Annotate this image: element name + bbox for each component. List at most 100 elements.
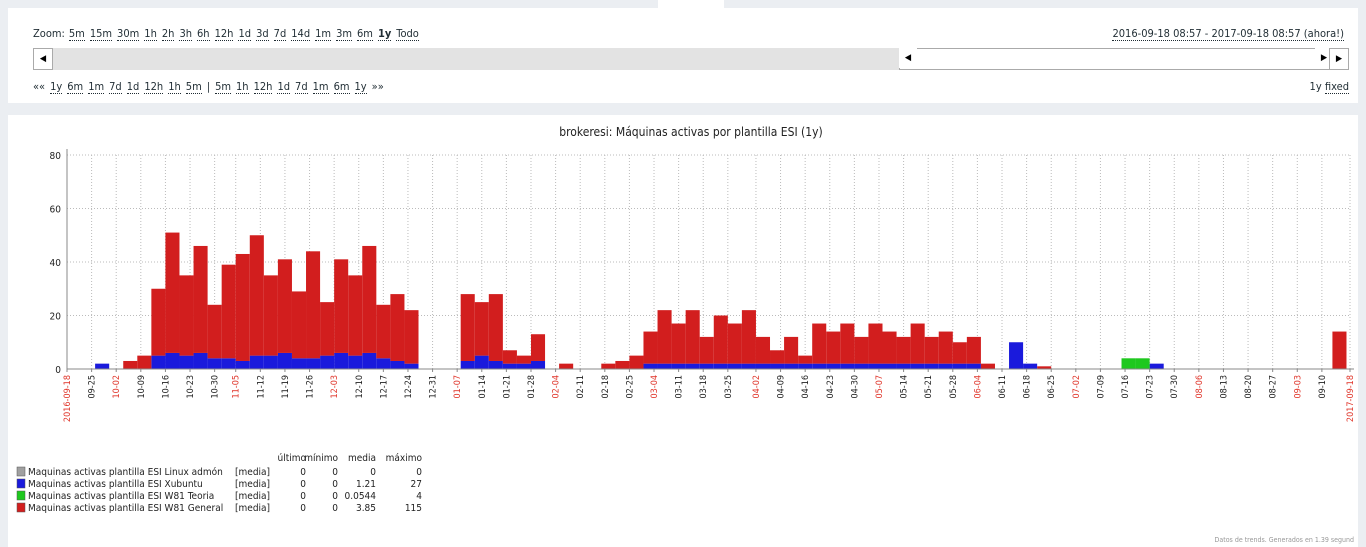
x-tick-label: 03-04 xyxy=(650,375,660,399)
bar-segment xyxy=(924,336,939,364)
legend-header: media xyxy=(348,453,376,464)
bar-segment xyxy=(826,363,841,369)
x-tick-label: 2016-09-18 xyxy=(63,375,73,422)
legend-stat: 115 xyxy=(405,503,422,514)
x-tick-label: 07-16 xyxy=(1121,375,1131,399)
zoom-link[interactable]: 3d xyxy=(256,27,269,41)
bar-segment xyxy=(643,363,658,369)
zoom-link[interactable]: 6h xyxy=(197,27,210,41)
zoom-link[interactable]: 6m xyxy=(357,27,373,41)
nav-link[interactable]: 5m xyxy=(215,80,231,94)
bar-segment xyxy=(221,358,236,369)
x-tick-label: 02-04 xyxy=(552,375,562,399)
nav-link[interactable]: 1m xyxy=(312,80,329,94)
bar-segment xyxy=(460,360,475,369)
nav-link[interactable]: 6m xyxy=(333,80,350,94)
nav-link[interactable]: 12h xyxy=(144,80,164,94)
zoom-link[interactable]: 15m xyxy=(89,27,113,41)
period[interactable]: 2016-09-18 08:57 - 2017-09-18 08:57 (aho… xyxy=(1112,27,1349,41)
x-tick-label: 07-23 xyxy=(1146,375,1156,399)
x-tick-label: 01-14 xyxy=(478,375,488,399)
x-tick-label: 12-03 xyxy=(330,375,340,399)
zoom-link[interactable]: 30m xyxy=(117,27,140,41)
zoom-link[interactable]: 1m xyxy=(315,27,332,41)
legend-stat: 0 xyxy=(332,491,338,502)
bar-segment xyxy=(348,275,363,356)
x-tick-label: 08-06 xyxy=(1195,375,1205,399)
bar-segment xyxy=(235,253,250,361)
bar-segment xyxy=(727,363,742,369)
x-tick-label: 11-12 xyxy=(256,375,266,399)
x-tick-label: 08-13 xyxy=(1219,375,1229,399)
x-tick-label: 07-09 xyxy=(1096,375,1106,399)
scroll-thumb[interactable]: ◀ ▶ xyxy=(899,48,1333,70)
bar-segment xyxy=(966,336,981,364)
zoom-link[interactable]: 1y xyxy=(377,27,392,41)
bar-segment xyxy=(502,363,517,369)
nav-link[interactable]: 1d xyxy=(277,80,291,94)
nav-link[interactable]: 1h xyxy=(168,80,181,94)
zoom-link[interactable]: 1d xyxy=(238,27,252,41)
bar-segment xyxy=(812,363,827,369)
bar-segment xyxy=(263,275,278,356)
bar-segment xyxy=(165,232,180,353)
thumb-left[interactable]: ◀ xyxy=(899,48,917,68)
x-tick-label: 06-04 xyxy=(973,375,983,399)
x-tick-label: 05-28 xyxy=(949,375,959,399)
zoom-link[interactable]: 1h xyxy=(144,27,157,41)
bar-segment xyxy=(629,355,644,369)
zoom-link[interactable]: 14d xyxy=(291,27,311,41)
period-text[interactable]: 2016-09-18 08:57 - 2017-09-18 08:57 (aho… xyxy=(1112,27,1344,41)
fixed-toggle[interactable]: fixed xyxy=(1324,80,1349,94)
bar-segment xyxy=(249,355,264,369)
x-tick-label: 04-23 xyxy=(826,375,836,399)
bar-segment xyxy=(854,363,869,369)
x-tick-label: 06-18 xyxy=(1023,375,1033,399)
bar-segment xyxy=(348,355,363,369)
nav-fwd[interactable]: »» xyxy=(371,80,384,93)
scroll-left[interactable]: ◀ xyxy=(33,48,53,70)
bar-segment xyxy=(924,363,939,369)
nav-link[interactable]: 1h xyxy=(236,80,249,94)
x-tick-label: 11-26 xyxy=(306,375,316,399)
bar-segment xyxy=(306,358,321,369)
x-tick-label: 01-21 xyxy=(502,375,512,399)
nav-link[interactable]: 7d xyxy=(109,80,122,94)
zoom-link[interactable]: Todo xyxy=(396,27,419,41)
x-tick-label: 08-27 xyxy=(1269,375,1279,399)
bar-segment xyxy=(263,355,278,369)
nav-link[interactable]: 6m xyxy=(67,80,84,94)
x-tick-label: 04-30 xyxy=(850,375,860,399)
x-tick-label: 04-16 xyxy=(801,375,811,399)
bar-segment xyxy=(1009,342,1024,369)
nav-link[interactable]: 5m xyxy=(185,80,202,94)
zoom-link[interactable]: 12h xyxy=(214,27,234,41)
bar-segment xyxy=(193,245,208,353)
nav-link[interactable]: 1d xyxy=(126,80,140,94)
x-tick-label: 06-11 xyxy=(998,375,1008,399)
zoom-link[interactable]: 5m xyxy=(68,27,85,41)
bar-segment xyxy=(488,360,503,369)
y-tick-label: 20 xyxy=(50,312,62,323)
bar-segment xyxy=(179,355,194,369)
bar-segment xyxy=(601,363,616,369)
zoom-link[interactable]: 2h xyxy=(161,27,175,41)
time-controls: Zoom: 5m 15m 30m 1h 2h 3h 6h 12h 1d 3d 7d 14d 1m 3m 6m 1… xyxy=(8,8,1358,103)
bar-segment xyxy=(882,363,897,369)
bar-segment xyxy=(1023,363,1038,369)
scroll-right[interactable]: ▶ xyxy=(1329,48,1349,70)
nav-link[interactable]: 1y xyxy=(50,80,63,94)
thumb-right[interactable]: ▶ xyxy=(1315,48,1333,68)
nav-link[interactable]: 1y xyxy=(354,80,367,94)
bar-segment xyxy=(755,363,771,369)
legend-func: [media] xyxy=(235,491,270,502)
zoom-link[interactable]: 7d xyxy=(273,27,287,41)
zoom-link[interactable]: 3m xyxy=(336,27,352,41)
nav-back[interactable]: «« xyxy=(33,80,46,93)
period-length: 1y xyxy=(1309,80,1322,93)
nav-link[interactable]: 12h xyxy=(253,80,273,94)
nav-link[interactable]: 7d xyxy=(295,80,308,94)
nav-link[interactable]: 1m xyxy=(88,80,105,94)
bar-segment xyxy=(727,323,742,364)
zoom-link[interactable]: 3h xyxy=(179,27,193,41)
